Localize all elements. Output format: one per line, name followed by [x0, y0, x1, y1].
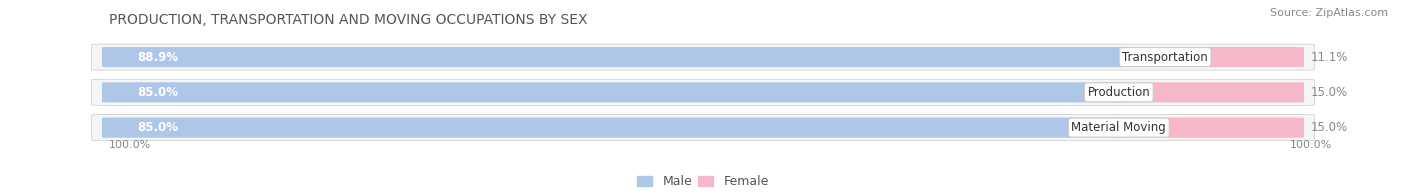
FancyBboxPatch shape	[1112, 118, 1303, 138]
Text: 88.9%: 88.9%	[136, 51, 179, 64]
Text: 100.0%: 100.0%	[110, 140, 152, 150]
Text: 85.0%: 85.0%	[136, 86, 179, 99]
FancyBboxPatch shape	[91, 115, 1315, 141]
Text: PRODUCTION, TRANSPORTATION AND MOVING OCCUPATIONS BY SEX: PRODUCTION, TRANSPORTATION AND MOVING OC…	[110, 13, 588, 27]
Text: Material Moving: Material Moving	[1071, 121, 1166, 134]
Text: Production: Production	[1087, 86, 1150, 99]
Text: 15.0%: 15.0%	[1310, 121, 1348, 134]
FancyBboxPatch shape	[91, 79, 1315, 105]
Text: 15.0%: 15.0%	[1310, 86, 1348, 99]
Text: 85.0%: 85.0%	[136, 121, 179, 134]
Text: 100.0%: 100.0%	[1289, 140, 1331, 150]
Text: 11.1%: 11.1%	[1310, 51, 1348, 64]
FancyBboxPatch shape	[103, 118, 1126, 138]
FancyBboxPatch shape	[1159, 47, 1303, 67]
FancyBboxPatch shape	[103, 82, 1126, 102]
FancyBboxPatch shape	[1112, 82, 1303, 102]
FancyBboxPatch shape	[103, 47, 1173, 67]
Legend: Male, Female: Male, Female	[637, 175, 769, 188]
FancyBboxPatch shape	[91, 44, 1315, 70]
Text: Source: ZipAtlas.com: Source: ZipAtlas.com	[1270, 8, 1388, 18]
Text: Transportation: Transportation	[1122, 51, 1208, 64]
